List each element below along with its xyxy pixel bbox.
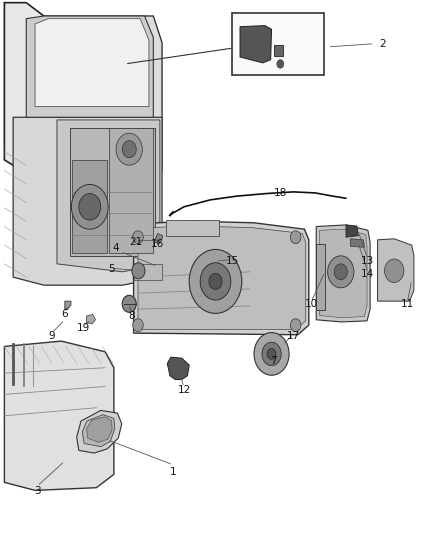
- Polygon shape: [87, 417, 112, 442]
- Bar: [274, 45, 283, 56]
- Text: 13: 13: [361, 256, 374, 266]
- Polygon shape: [134, 264, 162, 280]
- Bar: [316, 244, 325, 310]
- Circle shape: [122, 141, 136, 158]
- Bar: [166, 220, 219, 236]
- Polygon shape: [167, 357, 189, 379]
- Polygon shape: [155, 233, 163, 241]
- Circle shape: [334, 264, 347, 280]
- Circle shape: [132, 263, 145, 279]
- Polygon shape: [35, 19, 149, 107]
- Polygon shape: [138, 226, 306, 329]
- Circle shape: [267, 349, 276, 359]
- Circle shape: [189, 249, 242, 313]
- Polygon shape: [240, 26, 272, 63]
- Text: 3: 3: [34, 487, 41, 496]
- Polygon shape: [77, 410, 122, 453]
- Circle shape: [71, 184, 108, 229]
- Text: 16: 16: [151, 239, 164, 249]
- Circle shape: [133, 319, 143, 332]
- Polygon shape: [65, 301, 71, 309]
- Polygon shape: [154, 236, 161, 244]
- Polygon shape: [4, 341, 114, 490]
- Circle shape: [385, 259, 404, 282]
- Text: 2: 2: [379, 39, 385, 49]
- Circle shape: [290, 319, 301, 332]
- Text: 7: 7: [270, 357, 277, 366]
- Polygon shape: [378, 239, 414, 301]
- Circle shape: [133, 231, 143, 244]
- Polygon shape: [320, 229, 367, 318]
- Circle shape: [122, 295, 136, 312]
- Polygon shape: [44, 16, 162, 171]
- Polygon shape: [13, 117, 162, 285]
- Bar: [232, 13, 324, 75]
- Circle shape: [209, 273, 222, 289]
- Polygon shape: [109, 128, 153, 253]
- Polygon shape: [57, 120, 160, 272]
- Text: 14: 14: [361, 270, 374, 279]
- Text: 4: 4: [113, 243, 120, 253]
- Text: 11: 11: [401, 299, 414, 309]
- Circle shape: [254, 333, 289, 375]
- Polygon shape: [350, 239, 364, 247]
- Polygon shape: [4, 3, 44, 171]
- Circle shape: [277, 60, 284, 68]
- Polygon shape: [70, 128, 155, 256]
- Polygon shape: [26, 16, 153, 117]
- Polygon shape: [346, 225, 358, 237]
- Circle shape: [262, 342, 281, 366]
- Text: 9: 9: [48, 331, 55, 341]
- Text: 17: 17: [287, 331, 300, 341]
- Text: 15: 15: [226, 256, 239, 266]
- Text: 21: 21: [129, 237, 142, 247]
- Text: 5: 5: [108, 264, 115, 274]
- Polygon shape: [72, 160, 107, 253]
- Text: 18: 18: [274, 188, 287, 198]
- Text: 12: 12: [177, 385, 191, 395]
- Circle shape: [116, 133, 142, 165]
- Circle shape: [79, 193, 101, 220]
- Circle shape: [290, 231, 301, 244]
- Text: 19: 19: [77, 323, 90, 333]
- Circle shape: [200, 263, 231, 300]
- Text: 6: 6: [61, 310, 68, 319]
- Polygon shape: [134, 221, 309, 335]
- Text: 1: 1: [170, 467, 177, 477]
- Text: 10: 10: [304, 299, 318, 309]
- Polygon shape: [316, 225, 370, 322]
- Polygon shape: [82, 415, 115, 447]
- Text: 8: 8: [128, 311, 135, 320]
- Polygon shape: [86, 314, 95, 324]
- Circle shape: [328, 256, 354, 288]
